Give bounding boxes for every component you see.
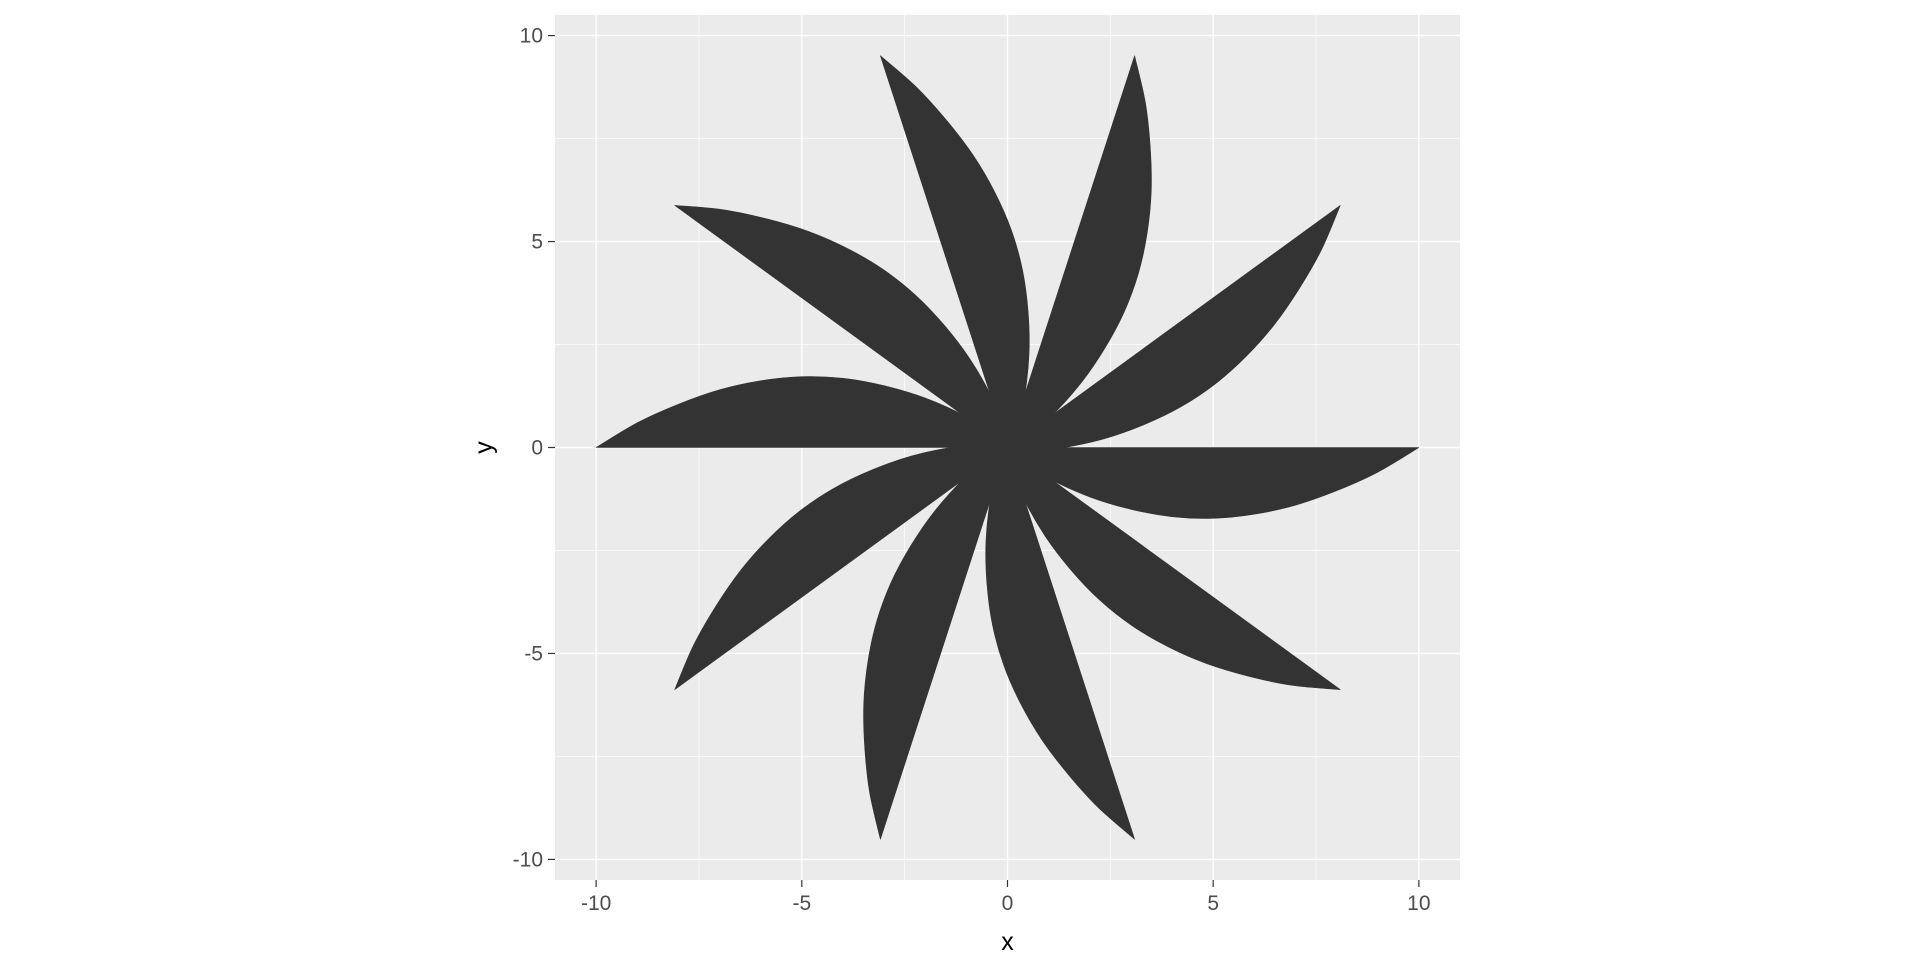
x-tick-label: -10 — [581, 892, 611, 915]
x-tick-label: -5 — [792, 892, 811, 915]
x-axis-ticks — [595, 880, 1420, 887]
blade-2 — [1007, 205, 1341, 450]
blade-3 — [1007, 55, 1152, 448]
blade-10 — [1007, 447, 1341, 690]
y-tick-label: 0 — [531, 437, 543, 460]
blade-8 — [863, 447, 1008, 840]
y-tick-label: -10 — [513, 848, 543, 871]
y-axis-tick-labels: -10 -5 0 5 10 — [513, 25, 543, 872]
x-tick-label: 0 — [1002, 892, 1014, 915]
blade-7 — [674, 445, 1008, 690]
x-tick-label: 5 — [1207, 892, 1219, 915]
blade-5 — [674, 205, 1008, 448]
blade-6 — [595, 376, 1008, 448]
blade-9 — [985, 447, 1135, 840]
x-axis-tick-labels: -10 -5 0 5 10 — [581, 892, 1431, 915]
x-tick-label: 10 — [1407, 892, 1430, 915]
y-axis-ticks — [548, 34, 555, 861]
y-tick-label: -5 — [524, 642, 543, 665]
blade-4 — [880, 55, 1030, 448]
x-axis-title: x — [1001, 928, 1014, 956]
pinwheel-shape — [595, 55, 1420, 840]
y-axis-title: y — [470, 441, 498, 454]
y-tick-label: 5 — [531, 231, 543, 254]
y-tick-label: 10 — [520, 25, 543, 48]
